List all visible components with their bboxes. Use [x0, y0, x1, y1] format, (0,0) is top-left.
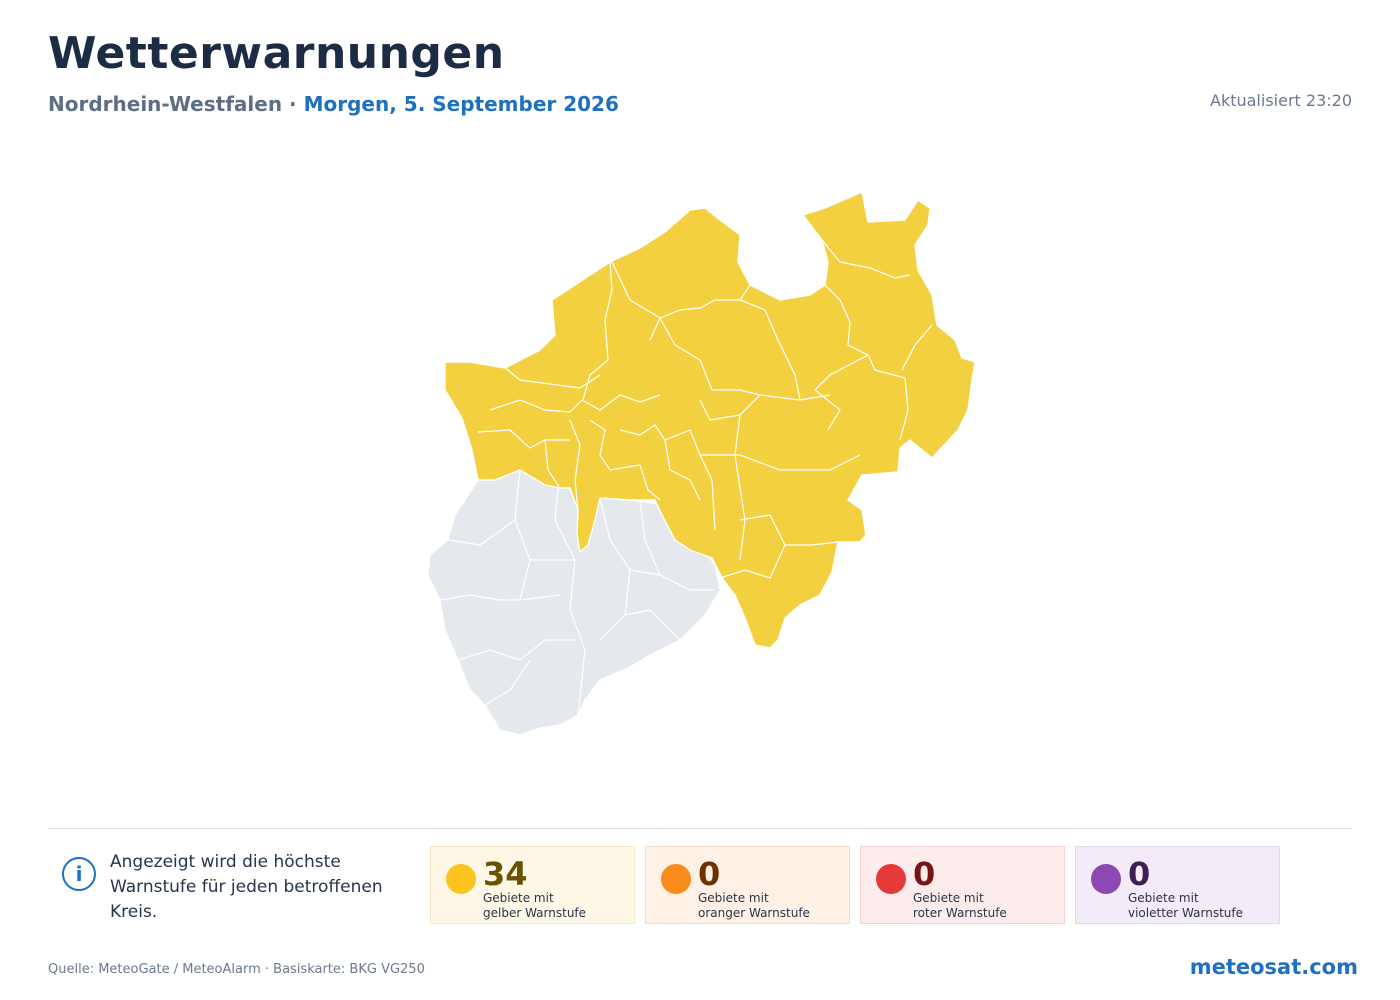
legend-label-line2: gelber Warnstufe: [483, 906, 587, 920]
region-name: Nordrhein-Westfalen: [48, 92, 283, 116]
legend-label-line1: Gebiete mit: [1128, 891, 1199, 905]
legend-label-line2: oranger Warnstufe: [698, 906, 810, 920]
info-text: Angezeigt wird die höchste Warnstufe für…: [110, 852, 383, 922]
section-divider: [48, 828, 1353, 829]
legend-dot-icon: [1091, 864, 1121, 894]
legend-label: Gebiete mit roter Warnstufe: [913, 891, 1007, 921]
legend-label: Gebiete mit gelber Warnstufe: [483, 891, 586, 921]
legend-card-yellow: 34 Gebiete mit gelber Warnstufe: [430, 846, 635, 924]
source-note: Quelle: MeteoGate / MeteoAlarm · Basiska…: [48, 962, 425, 977]
subtitle: Nordrhein-Westfalen · Morgen, 5. Septemb…: [48, 92, 619, 116]
legend-label-line1: Gebiete mit: [913, 891, 984, 905]
legend-count: 0: [913, 855, 936, 893]
unwarned-district-borders: [439, 469, 715, 716]
info-icon: i: [62, 857, 96, 891]
info-note: i Angezeigt wird die höchste Warnstufe f…: [62, 850, 430, 925]
page-title: Wetterwarnungen: [48, 28, 505, 79]
forecast-date: Morgen, 5. September 2026: [303, 92, 619, 116]
warned-district-borders: [477, 239, 933, 579]
subtitle-separator: ·: [289, 92, 297, 116]
legend-label: Gebiete mit violetter Warnstufe: [1128, 891, 1243, 921]
brand-link[interactable]: meteosat.com: [1189, 955, 1358, 979]
legend-count: 0: [1128, 855, 1151, 893]
legend-label-line2: violetter Warnstufe: [1128, 906, 1243, 920]
legend-count: 0: [698, 855, 721, 893]
updated-timestamp: Aktualisiert 23:20: [1210, 91, 1352, 110]
legend-card-violet: 0 Gebiete mit violetter Warnstufe: [1075, 846, 1280, 924]
legend-card-red: 0 Gebiete mit roter Warnstufe: [860, 846, 1065, 924]
legend-dot-icon: [876, 864, 906, 894]
legend-dot-icon: [446, 864, 476, 894]
legend-label-line2: roter Warnstufe: [913, 906, 1007, 920]
legend-count: 34: [483, 855, 528, 893]
legend-label: Gebiete mit oranger Warnstufe: [698, 891, 810, 921]
legend-label-line1: Gebiete mit: [483, 891, 554, 905]
legend-card-orange: 0 Gebiete mit oranger Warnstufe: [645, 846, 850, 924]
legend-cards: 34 Gebiete mit gelber Warnstufe 0 Gebiete mi…: [430, 846, 1280, 924]
legend-label-line1: Gebiete mit: [698, 891, 769, 905]
region-unwarned-south[interactable]: [427, 467, 721, 736]
legend-dot-icon: [661, 864, 691, 894]
